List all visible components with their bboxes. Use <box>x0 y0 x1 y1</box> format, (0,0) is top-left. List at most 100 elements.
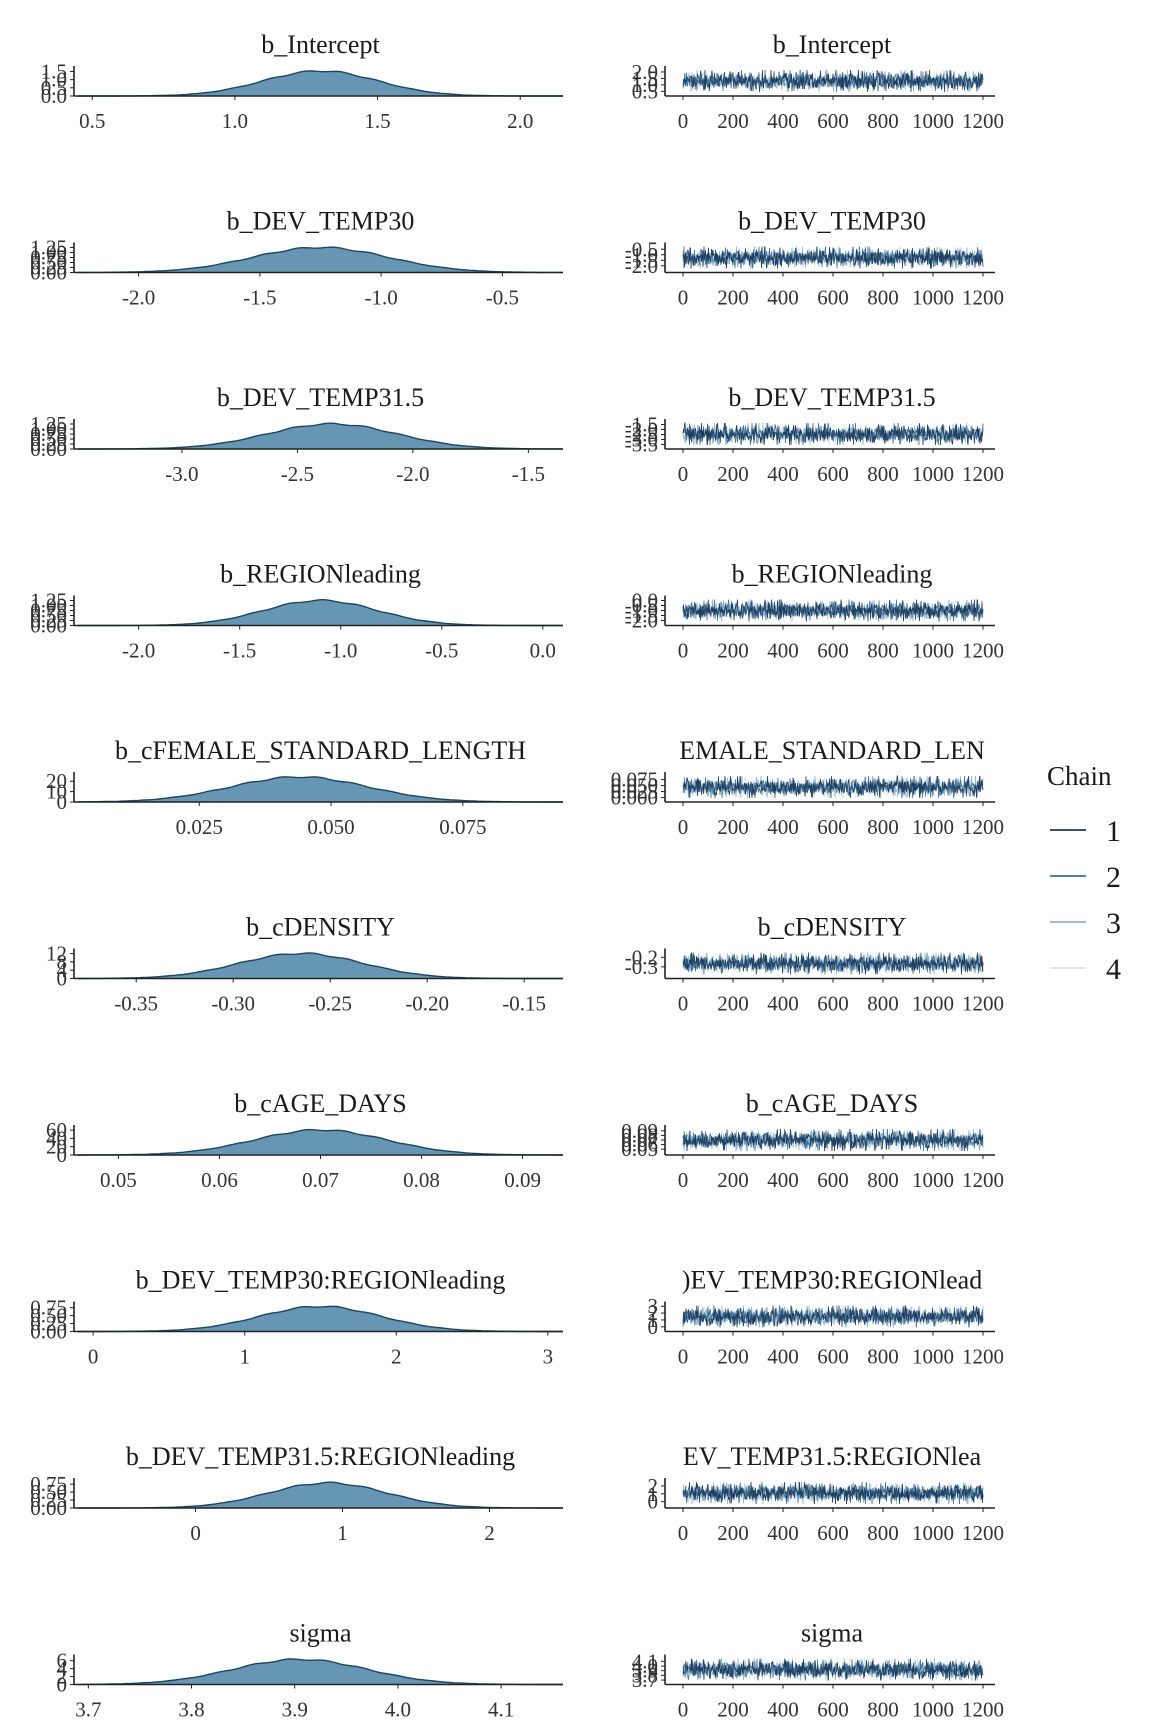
density-curve <box>77 246 564 274</box>
density-title: b_cDENSITY <box>246 913 395 942</box>
trace-y-tick-label: 3.8 <box>632 1663 658 1687</box>
trace-y-tick-label: -2.0 <box>625 609 658 633</box>
density-area <box>78 70 563 96</box>
density-panel: b_DEV_TEMP31.5 -3.0 -2.5 -2.0 -1.5 0.000.250.… <box>30 383 564 486</box>
density-y-tick-label: 1.25 <box>30 412 67 436</box>
trace-title: )EV_TEMP30:REGIONlead <box>682 1266 982 1295</box>
trace-title: b_cAGE_DAYS <box>746 1089 918 1118</box>
density-y-tick-label: 0.25 <box>30 609 67 633</box>
density-y-tick-label: 6 <box>57 1649 68 1673</box>
trace-x-tick-label: 0 <box>678 109 689 133</box>
chain-legend: Chain 1 2 3 4 <box>1047 761 1121 986</box>
density-x-tick-label: -0.30 <box>211 992 255 1016</box>
trace-y-tick-label: 0 <box>648 1315 659 1339</box>
density-x-tick-label: 3.7 <box>75 1698 101 1722</box>
density-x-tick-label: -0.15 <box>502 992 546 1016</box>
trace-x-tick-label: 200 <box>717 1698 749 1722</box>
density-x-tick-label: 0.07 <box>302 1168 339 1192</box>
trace-x-tick-label: 1200 <box>962 1521 1004 1545</box>
trace-panel: sigma 0 200 400 600 800 1000 1200 3.73.83.94.04.… <box>632 1619 1004 1722</box>
trace-title: b_Intercept <box>773 30 892 59</box>
density-y-tick-label: 0.50 <box>30 251 67 275</box>
legend-label-chain-2: 2 <box>1106 861 1121 894</box>
trace-x-tick-label: 1200 <box>962 639 1004 663</box>
density-y-tick-label: 0.00 <box>30 261 67 285</box>
density-x-tick-label: 1 <box>239 1345 250 1369</box>
trace-y-tick-label: -3.5 <box>625 433 658 457</box>
density-panel: b_DEV_TEMP30 -2.0 -1.5 -1.0 -0.5 0.000.250.50… <box>30 207 564 310</box>
trace-line-chain-1 <box>682 1128 984 1152</box>
density-y-tick-label: 0.00 <box>30 614 67 638</box>
density-x-tick-label: -1.5 <box>243 286 276 310</box>
density-y-tick-label: 0.00 <box>30 437 67 461</box>
trace-x-tick-label: 1000 <box>912 1698 954 1722</box>
trace-x-tick-label: 200 <box>717 1345 749 1369</box>
density-y-tick-label: 1.25 <box>30 589 67 613</box>
trace-x-tick-label: 600 <box>817 992 849 1016</box>
legend-label-chain-3: 3 <box>1106 907 1121 940</box>
trace-x-tick-label: 200 <box>717 815 749 839</box>
trace-x-tick-label: 0 <box>678 1698 689 1722</box>
density-x-tick-label: 0.0 <box>530 639 556 663</box>
density-x-tick-label: 2.0 <box>507 109 533 133</box>
density-panel: b_DEV_TEMP31.5:REGIONleading 0 1 2 0.000.250… <box>30 1442 563 1545</box>
trace-y-tick-label: 1.0 <box>632 73 658 97</box>
trace-x-tick-label: 400 <box>767 992 799 1016</box>
density-area <box>78 599 563 626</box>
trace-line-chain-1 <box>682 1481 984 1505</box>
density-x-tick-label: -2.5 <box>281 462 314 486</box>
trace-panel: b_DEV_TEMP31.5 0 200 400 600 800 1000 1200 -3.5-… <box>625 383 1004 486</box>
trace-panel: b_REGIONleading 0 200 400 600 800 1000 1200 -2.0… <box>625 560 1004 663</box>
trace-x-tick-label: 200 <box>717 109 749 133</box>
trace-y-tick-label: -0.3 <box>625 955 658 979</box>
trace-line-chain-1 <box>682 246 984 269</box>
density-y-tick-label: 0.75 <box>30 246 67 270</box>
density-y-tick-label: 0.50 <box>30 1304 67 1328</box>
parameter-row: b_DEV_TEMP30-2.0 -1.5 -1.0 -0.50.000.250.50… <box>30 207 1004 310</box>
density-y-tick-label: 0 <box>57 1673 68 1697</box>
trace-line-chain-1 <box>682 1658 984 1681</box>
density-y-tick-label: 0.25 <box>30 1312 67 1336</box>
trace-y-tick-label: 4.1 <box>632 1649 658 1673</box>
trace-x-tick-label: 1000 <box>912 639 954 663</box>
trace-y-tick-label: -1.0 <box>625 243 658 267</box>
density-x-tick-label: 1.5 <box>364 109 390 133</box>
trace-x-tick-label: 0 <box>678 815 689 839</box>
density-area <box>78 1658 563 1685</box>
trace-panel: EMALE_STANDARD_LEN 0 200 400 600 800 1000 1200 0… <box>611 736 1004 839</box>
trace-panel: EV_TEMP31.5:REGIONlea 0 200 400 600 800 1000 12… <box>648 1442 1005 1545</box>
density-y-tick-label: 8 <box>57 950 68 974</box>
trace-panel: b_cDENSITY 0 200 400 600 800 1000 1200 -0.3-0.2 <box>625 913 1004 1016</box>
trace-x-tick-label: 1000 <box>912 1345 954 1369</box>
trace-line-chain-1 <box>682 421 984 446</box>
trace-panel: b_Intercept 0 200 400 600 800 1000 1200 0.51.01.… <box>632 30 1004 133</box>
trace-y-tick-label: 0 <box>648 1490 659 1514</box>
density-y-tick-label: 1.25 <box>30 236 67 260</box>
trace-line-chain-2 <box>682 952 984 975</box>
trace-y-tick-label: 4.0 <box>632 1654 658 1678</box>
trace-x-tick-label: 800 <box>867 639 899 663</box>
density-x-tick-label: -0.25 <box>308 992 352 1016</box>
trace-x-tick-label: 200 <box>717 286 749 310</box>
density-y-tick-label: 0.5 <box>41 76 67 100</box>
density-y-tick-label: 0.25 <box>30 1488 67 1512</box>
trace-x-tick-label: 800 <box>867 1345 899 1369</box>
trace-y-tick-label: -1.0 <box>625 599 658 623</box>
density-curve <box>78 1128 563 1156</box>
trace-y-tick-label: 1 <box>648 1308 659 1332</box>
density-y-tick-label: 0.50 <box>30 427 67 451</box>
trace-y-tick-label: 2 <box>648 1301 659 1325</box>
trace-x-tick-label: 1200 <box>962 286 1004 310</box>
legend-label-chain-4: 4 <box>1106 953 1121 986</box>
density-title: b_REGIONleading <box>220 560 421 589</box>
parameter-row: b_cDENSITY-0.35 -0.30 -0.25 -0.20 -0.1504812… <box>46 913 1004 1016</box>
trace-x-tick-label: 600 <box>817 286 849 310</box>
trace-title: b_DEV_TEMP30 <box>738 207 926 236</box>
density-y-tick-label: 0.50 <box>30 1480 67 1504</box>
